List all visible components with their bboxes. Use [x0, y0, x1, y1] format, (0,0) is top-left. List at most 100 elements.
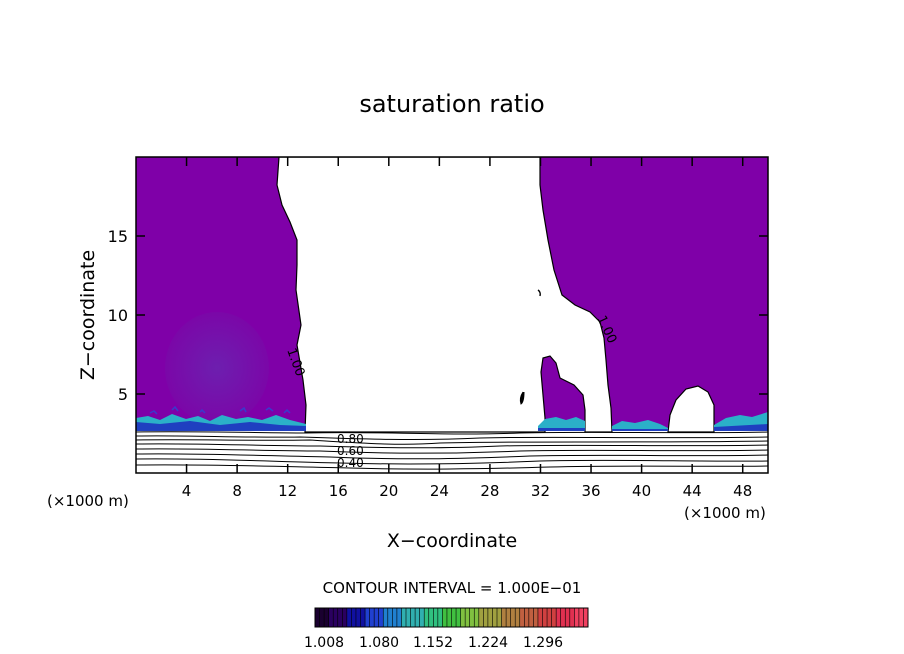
colorbar-cell	[578, 608, 584, 627]
colorbar-cell	[506, 608, 512, 627]
colorbar-cell	[537, 608, 543, 627]
colorbar-cell	[501, 608, 507, 627]
colorbar-cell	[396, 608, 402, 627]
x-axis-ticks: 4 8 12 16 20 24 28 32 36 40 44 48	[182, 157, 752, 500]
colorbar-cell	[483, 608, 489, 627]
colorbar-cell	[415, 608, 421, 627]
colorbar-cell	[383, 608, 389, 627]
colorbar-cell	[387, 608, 393, 627]
colorbar-cell	[446, 608, 452, 627]
colorbar-cell	[510, 608, 516, 627]
colorbar-cell	[515, 608, 521, 627]
colorbar-tick-1: 1.008	[304, 635, 344, 651]
colorbar-cell	[355, 608, 361, 627]
colorbar-cell	[410, 608, 416, 627]
colorbar-cell	[442, 608, 448, 627]
colorbar-cell	[424, 608, 430, 627]
colorbar-cell	[556, 608, 562, 627]
y-tick-label: 5	[118, 385, 128, 404]
colorbar-cell	[369, 608, 375, 627]
colorbar-cell	[460, 608, 466, 627]
x-tick-label: 36	[581, 482, 600, 500]
colorbar-cell	[324, 608, 330, 627]
subsaturated-contours	[136, 431, 768, 470]
colorbar-cell	[328, 608, 334, 627]
colorbar-tick-5: 1.296	[523, 635, 563, 651]
cloud-free-region	[276, 157, 613, 433]
isolated-contour-b	[519, 391, 525, 405]
colorbar-cell	[469, 608, 475, 627]
colorbar-cell	[492, 608, 498, 627]
colorbar-cell	[401, 608, 407, 627]
colorbar-cell	[346, 608, 352, 627]
x-tick-label: 8	[232, 482, 242, 500]
colorbar-cell	[451, 608, 457, 627]
subsaturated-blob	[165, 312, 269, 424]
contour-interval-label: CONTOUR INTERVAL = 1.000E−01	[323, 579, 582, 597]
colorbar-cell	[315, 608, 321, 627]
colorbar-cell	[487, 608, 493, 627]
colorbar-cell	[433, 608, 439, 627]
x-tick-label: 32	[531, 482, 550, 500]
colorbar-cell	[333, 608, 339, 627]
y-tick-label: 10	[108, 306, 128, 325]
x-tick-label: 4	[182, 482, 192, 500]
colorbar-cell	[319, 608, 325, 627]
colorbar-frame	[314, 607, 589, 628]
colorbar-tick-4: 1.224	[468, 635, 508, 651]
colorbar-cell	[360, 608, 366, 627]
colorbar-tick-2: 1.080	[359, 635, 399, 651]
plot-area	[136, 157, 768, 470]
cyan-band-right	[538, 412, 768, 431]
x-tick-label: 24	[430, 482, 449, 500]
colorbar-cell	[406, 608, 412, 627]
cloud-free-pocket	[667, 385, 715, 433]
colorbar-cell	[337, 608, 343, 627]
y-axis-ticks: 5 10 15	[108, 227, 768, 404]
x-tick-label: 12	[278, 482, 297, 500]
colorbar-cell	[456, 608, 462, 627]
colorbar-cell	[428, 608, 434, 627]
z-unit-label: (×1000 m)	[684, 504, 766, 522]
colorbar-cell	[533, 608, 539, 627]
x-tick-label: 16	[329, 482, 348, 500]
colorbar-cell	[551, 608, 557, 627]
colorbar: 1.008 1.080 1.152 1.224 1.296	[304, 607, 589, 651]
colorbar-cell	[342, 608, 348, 627]
x-tick-label: 28	[480, 482, 499, 500]
colorbar-cell	[528, 608, 534, 627]
chart-title: saturation ratio	[359, 90, 544, 118]
colorbar-cell	[542, 608, 548, 627]
contour-label-5: 0.40	[337, 456, 364, 470]
cyan-band-left	[136, 405, 306, 431]
x-tick-label: 44	[683, 482, 702, 500]
isolated-contour-a	[537, 289, 541, 297]
colorbar-cell	[374, 608, 380, 627]
x-tick-label: 40	[632, 482, 651, 500]
colorbar-cell	[574, 608, 580, 627]
y-axis-label: Z−coordinate	[77, 250, 99, 380]
colorbar-cell	[365, 608, 371, 627]
colorbar-cell	[569, 608, 575, 627]
contour-label-3: 0.80	[337, 432, 364, 446]
x-unit-label: (×1000 m)	[47, 492, 129, 510]
colorbar-cell	[524, 608, 530, 627]
colorbar-cell	[378, 608, 384, 627]
colorbar-cell	[519, 608, 525, 627]
colorbar-cell	[437, 608, 443, 627]
contour-label-4: 0.60	[337, 444, 364, 458]
colorbar-cell	[474, 608, 480, 627]
colorbar-cell	[560, 608, 566, 627]
colorbar-cell	[497, 608, 503, 627]
y-tick-label: 15	[108, 227, 128, 246]
colorbar-cell	[547, 608, 553, 627]
colorbar-cell	[392, 608, 398, 627]
x-tick-label: 48	[733, 482, 752, 500]
colorbar-tick-3: 1.152	[413, 635, 453, 651]
colorbar-cell	[465, 608, 471, 627]
colorbar-cell	[478, 608, 484, 627]
colorbar-cell	[565, 608, 571, 627]
x-axis-label: X−coordinate	[387, 530, 517, 552]
colorbar-cell	[583, 608, 589, 627]
